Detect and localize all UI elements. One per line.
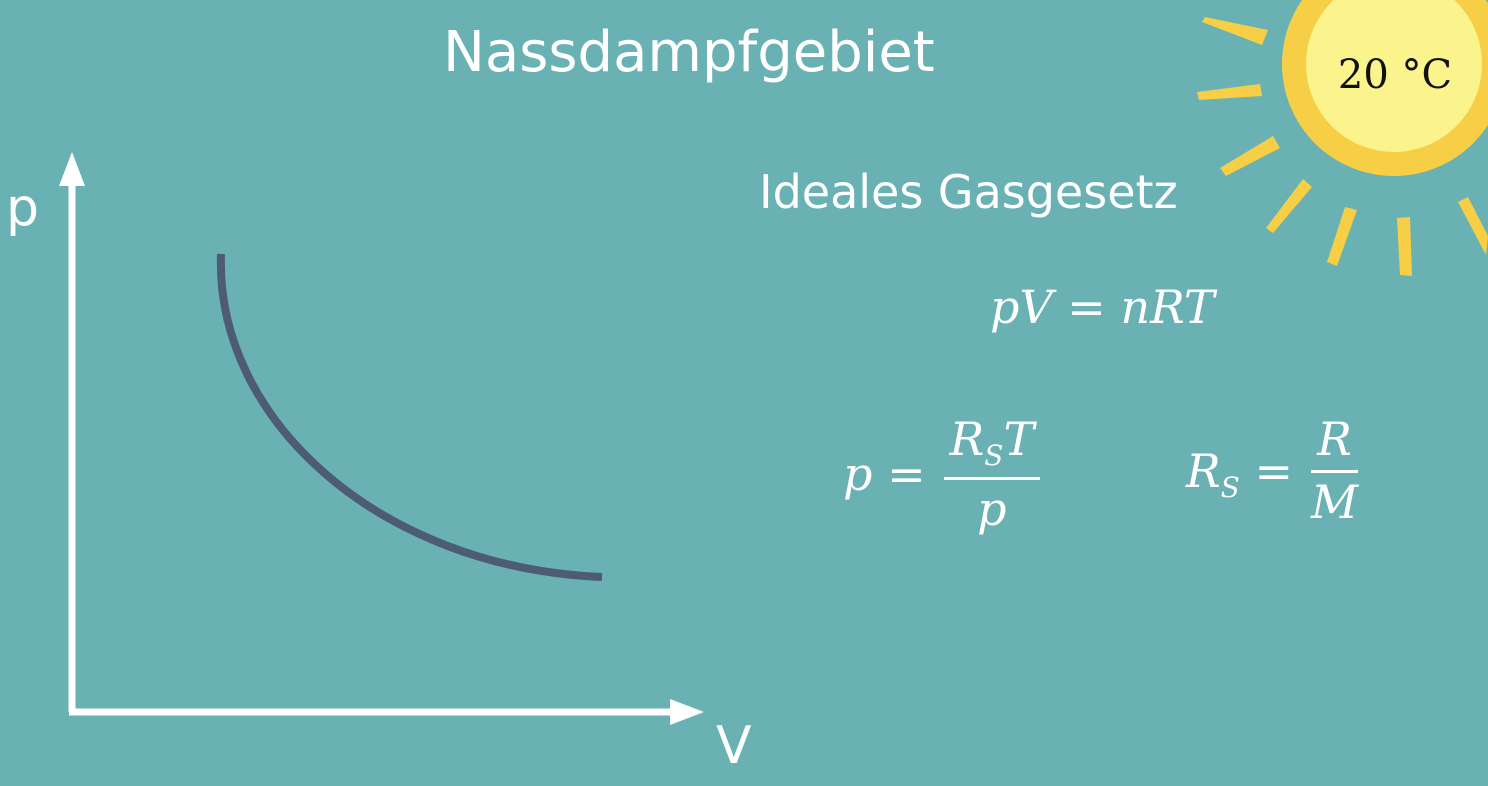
- rs-lhs: RS =: [1186, 443, 1293, 504]
- density-fraction: RST p: [943, 412, 1041, 536]
- numerator-t: T: [1003, 412, 1035, 466]
- section-subtitle: Ideales Gasgesetz: [759, 165, 1178, 219]
- pv-curve: [216, 253, 603, 581]
- ideal-gas-equation: pV = nRT: [990, 280, 1215, 334]
- specific-gas-constant-equation: RS = R M: [1186, 414, 1358, 527]
- x-axis-label: V: [716, 716, 752, 776]
- y-axis-label: p: [6, 178, 40, 238]
- page-title: Nassdampfgebiet: [443, 20, 935, 85]
- rs-fraction: R M: [1311, 414, 1358, 527]
- rs-denominator: M: [1311, 475, 1359, 529]
- x-axis-arrow: [670, 699, 704, 725]
- y-axis-arrow: [59, 152, 85, 186]
- coordinate-axes: [59, 152, 704, 725]
- density-lhs: p =: [843, 447, 926, 501]
- rs-lhs-subscript: S: [1220, 470, 1240, 504]
- rs-numerator: R: [1311, 414, 1358, 473]
- rs-equals: =: [1239, 443, 1293, 498]
- density-denominator: p: [977, 482, 1007, 536]
- temperature-label: 20 °C: [1337, 52, 1453, 98]
- numerator-subscript: S: [984, 439, 1004, 472]
- sun-icon: [1197, 0, 1488, 276]
- density-numerator: RST: [943, 412, 1041, 480]
- density-equation: p = RST p: [843, 412, 1041, 536]
- numerator-r: R: [949, 412, 985, 466]
- rs-lhs-r: R: [1186, 443, 1221, 498]
